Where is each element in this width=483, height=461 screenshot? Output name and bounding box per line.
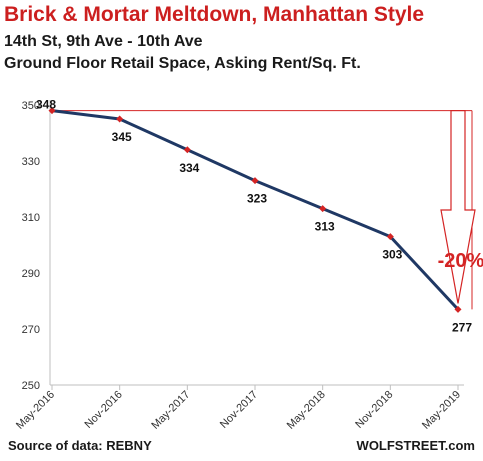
data-point-marker [116,115,124,123]
data-point-marker [183,146,191,154]
x-tick-label: May-2016 [14,389,57,432]
data-label: 345 [112,130,132,144]
data-label: 303 [382,248,402,262]
y-tick-label: 350 [22,100,40,112]
chart-title: Brick & Mortar Meltdown, Manhattan Style [4,3,425,26]
x-tick-label: May-2017 [149,389,192,432]
data-point-marker [386,233,394,241]
x-tick-label: Nov-2016 [83,389,125,431]
data-label: 313 [315,220,335,234]
data-label: 348 [36,98,56,112]
reference-bracket: -20% [52,110,483,310]
y-tick-label: 290 [22,268,40,280]
series-line-group [48,107,462,313]
x-tick-label: Nov-2018 [353,389,395,431]
x-tick-label: Nov-2017 [218,389,260,431]
chart-subtitle-location: 14th St, 9th Ave - 10th Ave [4,33,203,50]
data-label: 277 [452,320,472,334]
data-point-marker [319,205,327,213]
source-note: Source of data: REBNY [8,438,152,453]
chart-subtitle-metric: Ground Floor Retail Space, Asking Rent/S… [4,55,361,72]
data-label: 334 [179,161,199,175]
data-point-marker [251,177,259,185]
y-tick-label: 330 [22,156,40,168]
x-axis: May-2016 Nov-2016 May-2017 Nov-2017 May-2018… [14,384,464,432]
data-labels: 348 345 334 323 313 303 277 [36,98,472,335]
x-tick-label: May-2018 [285,389,328,432]
y-tick-label: 250 [22,380,40,392]
data-point-marker [454,305,462,313]
data-point-marker [48,107,56,115]
x-tick-label: May-2019 [420,389,463,432]
decline-arrow [440,110,476,304]
decline-annotation: -20% [438,250,483,272]
data-label: 323 [247,192,267,206]
y-tick-label: 270 [22,324,40,336]
y-axis: 250 270 290 310 330 350 [22,100,51,392]
credit-label: WOLFSTREET.com [356,438,475,453]
y-tick-label: 310 [22,212,40,224]
